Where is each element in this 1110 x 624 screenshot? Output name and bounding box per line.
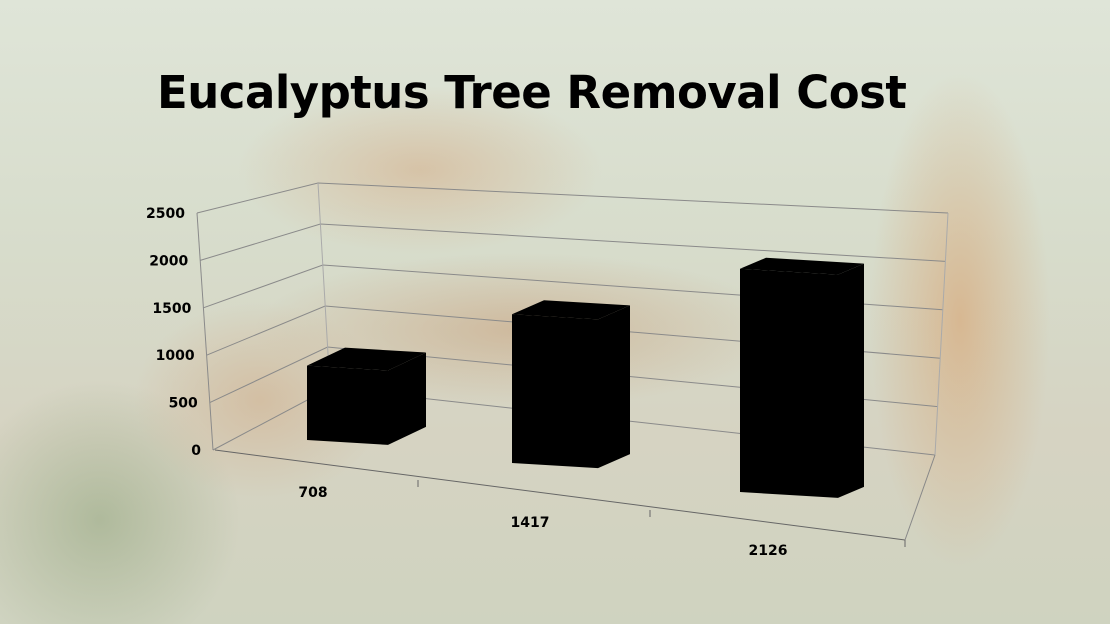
back-wall-edge <box>317 182 331 389</box>
bar-side <box>598 305 630 469</box>
y-axis <box>196 212 214 451</box>
bar <box>740 268 838 498</box>
x-tick-label: 2126 <box>749 543 788 559</box>
x-axis <box>214 449 906 541</box>
y-tick-label: 1500 <box>152 301 191 317</box>
y-tick-label: 2000 <box>149 253 188 269</box>
x-tick-label: 1417 <box>511 515 550 531</box>
bar <box>307 365 388 445</box>
bar <box>512 314 598 469</box>
x-tick-label: 708 <box>298 485 327 501</box>
y-tick-label: 2500 <box>146 206 185 222</box>
bar-side <box>388 352 426 445</box>
back-wall-edge <box>934 212 949 456</box>
chart-title: Eucalyptus Tree Removal Cost <box>157 66 907 119</box>
y-tick-label: 1000 <box>156 348 195 364</box>
gridline <box>200 223 946 262</box>
y-tick-label: 0 <box>191 443 201 459</box>
bar-side <box>838 263 864 498</box>
y-tick-label: 500 <box>169 396 198 412</box>
floor-edge <box>904 454 936 541</box>
bar-top <box>740 257 864 275</box>
bar-top <box>307 347 426 371</box>
bar-top <box>512 300 630 320</box>
gridline <box>196 182 949 214</box>
